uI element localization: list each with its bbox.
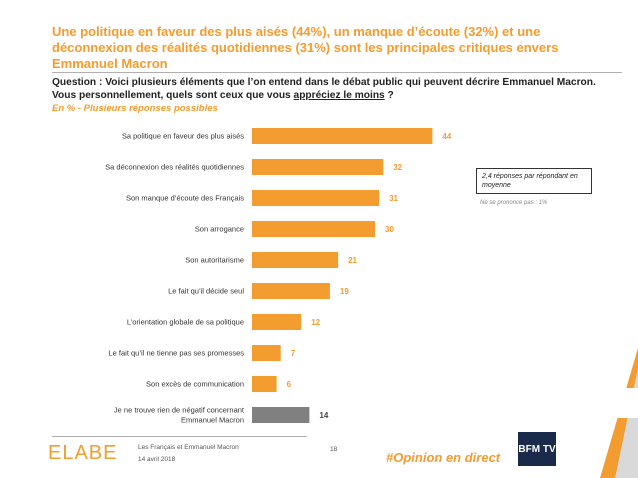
page-number: 18 (330, 446, 338, 453)
bar (252, 407, 310, 423)
bar (252, 159, 384, 175)
footer-divider (52, 436, 307, 437)
question-before: Question : Voici plusieurs éléments que … (52, 77, 596, 101)
category-label: Son manque d’écoute des Français (126, 194, 244, 203)
bar (252, 252, 339, 268)
category-label: Sa politique en faveur des plus aisés (122, 132, 244, 141)
elabe-logo: ELABE (48, 442, 118, 464)
value-label: 21 (348, 256, 357, 265)
hashtag: #Opinion en direct (386, 450, 501, 465)
category-label: L’orientation globale de sa politique (127, 318, 244, 327)
bar (252, 314, 302, 330)
no-answer-note: Ne se prononce pas : 1% (480, 200, 548, 206)
title-divider (52, 72, 622, 73)
page-title: Une politique en faveur des plus aisés (… (52, 24, 559, 71)
value-label: 31 (389, 194, 398, 203)
category-label: Le fait qu’il décide seul (168, 287, 244, 296)
bar (252, 376, 277, 392)
bar (252, 345, 281, 361)
value-label: 7 (291, 349, 296, 358)
category-label: Sa déconnexion des réalités quotidiennes (105, 163, 244, 172)
value-label: 14 (319, 411, 328, 420)
bar (252, 128, 433, 144)
question-after: ? (384, 90, 394, 101)
responses-note: 2,4 réponses par répondant en moyenne (476, 168, 592, 194)
bar-chart: Sa politique en faveur des plus aisés 44 S… (105, 128, 452, 425)
footer-date: 14 avril 2018 (138, 456, 176, 463)
value-label: 12 (311, 318, 320, 327)
value-label: 19 (340, 287, 349, 296)
value-label: 30 (385, 225, 394, 234)
subheading: En % - Plusieurs réponses possibles (52, 103, 218, 114)
bar (252, 221, 375, 237)
category-label: Son arrogance (195, 225, 244, 234)
value-label: 32 (393, 163, 402, 172)
bfm-tv-logo: BFM TV (518, 432, 556, 466)
question-underlined: appréciez le moins (293, 90, 385, 101)
value-label: 44 (442, 132, 451, 141)
footer-study-title: Les Français et Emmanuel Macron (138, 444, 239, 451)
category-label: Le fait qu’il ne tienne pas ses promesse… (109, 349, 245, 358)
category-label: Son autoritarisme (185, 256, 244, 265)
bar (252, 190, 380, 206)
question-text: Question : Voici plusieurs éléments que … (52, 76, 612, 102)
value-label: 6 (287, 380, 292, 389)
bar (252, 283, 330, 299)
category-label: Je ne trouve rien de négatif concernant E… (114, 406, 245, 425)
elabe-a-icon (600, 348, 638, 478)
category-label: Son excès de communication (146, 380, 244, 389)
